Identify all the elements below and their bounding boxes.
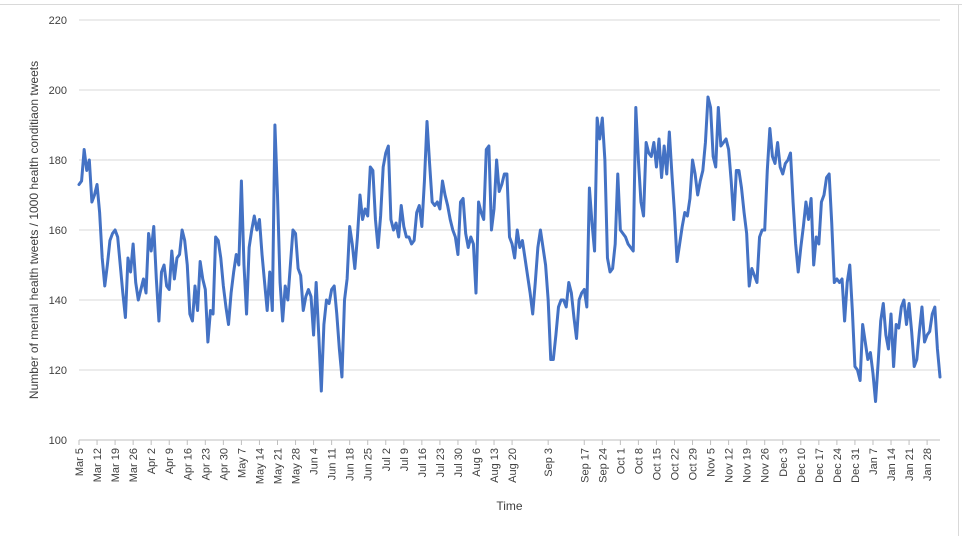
y-tick-label: 220: [49, 15, 67, 27]
series-line: [77, 95, 942, 403]
x-tick-label: Oct 22: [669, 448, 681, 480]
x-tick-label: May 14: [254, 448, 266, 484]
y-tick-label: 100: [49, 435, 67, 447]
x-tick-label: Apr 2: [146, 448, 158, 474]
x-tick-label: Jul 16: [417, 448, 429, 477]
x-tick-label: Sep 3: [543, 448, 555, 477]
x-tick-label: Jul 9: [399, 448, 411, 471]
y-tick-label: 140: [49, 295, 67, 307]
x-tick-label: Nov 26: [760, 448, 772, 483]
x-tick-label: Nov 5: [706, 448, 718, 477]
x-tick-label: Jun 25: [363, 448, 375, 481]
y-tick-label: 160: [49, 225, 67, 237]
x-tick-label: Jan 14: [886, 448, 898, 481]
x-tick-label: Aug 6: [471, 448, 483, 477]
axes: [78, 439, 940, 445]
x-tick-label: Apr 30: [218, 448, 230, 480]
chart-frame-right-edge: [958, 4, 959, 536]
x-tick-label: Mar 12: [92, 448, 104, 482]
x-tick-label: Mar 26: [128, 448, 140, 482]
x-tick-label: Apr 23: [200, 448, 212, 480]
x-tick-label: Nov 12: [724, 448, 736, 483]
y-tick-label: 200: [49, 85, 67, 97]
x-tick-label: Jun 4: [309, 448, 321, 475]
x-tick-label: Jul 30: [453, 448, 465, 477]
x-tick-label: Mar 19: [110, 448, 122, 482]
x-tick-label: Dec 17: [814, 448, 826, 483]
x-tick-labels: Mar 5 Mar 12 Mar 19 Mar 26 Apr 2 Apr 9 Apr 16 A…: [74, 448, 934, 484]
x-tick-label: Jan 28: [922, 448, 934, 481]
x-tick-label: Apr 9: [164, 448, 176, 474]
x-tick-label: Aug 13: [489, 448, 501, 483]
x-tick-label: Jul 23: [435, 448, 447, 477]
x-tick-label: Sep 17: [579, 448, 591, 483]
x-tick-label: Aug 20: [507, 448, 519, 483]
y-tick-label: 120: [49, 365, 67, 377]
x-axis-title: Time: [496, 499, 523, 513]
x-tick-label: Jul 2: [381, 448, 393, 471]
x-tick-label: Jun 18: [345, 448, 357, 481]
x-tick-label: Dec 24: [832, 448, 844, 483]
y-axis-title: Number of mental health tweets / 1000 he…: [27, 61, 41, 399]
x-tick-label: Oct 8: [633, 448, 645, 474]
x-tick-label: May 7: [236, 448, 248, 478]
x-tick-label: Oct 29: [688, 448, 700, 480]
y-tick-label: 180: [49, 155, 67, 167]
x-tick-label: Mar 5: [74, 448, 86, 476]
x-tick-label: Oct 15: [651, 448, 663, 480]
x-tick-label: May 28: [291, 448, 303, 484]
x-tick-label: Oct 1: [615, 448, 627, 474]
x-tick-label: Apr 16: [182, 448, 194, 480]
x-tick-label: Jan 7: [868, 448, 880, 475]
y-tick-labels: 100 120 140 160 180 200 220: [49, 15, 67, 447]
x-tick-label: Jan 21: [904, 448, 916, 481]
chart-frame-top-edge: [0, 4, 962, 5]
x-tick-label: Dec 10: [796, 448, 808, 483]
x-tick-label: Dec 3: [778, 448, 790, 477]
x-tick-label: Sep 24: [597, 448, 609, 483]
x-tick-label: Jun 11: [327, 448, 339, 480]
x-tick-label: Dec 31: [850, 448, 862, 483]
x-tick-label: May 21: [272, 448, 284, 484]
x-tick-label: Nov 19: [742, 448, 754, 483]
